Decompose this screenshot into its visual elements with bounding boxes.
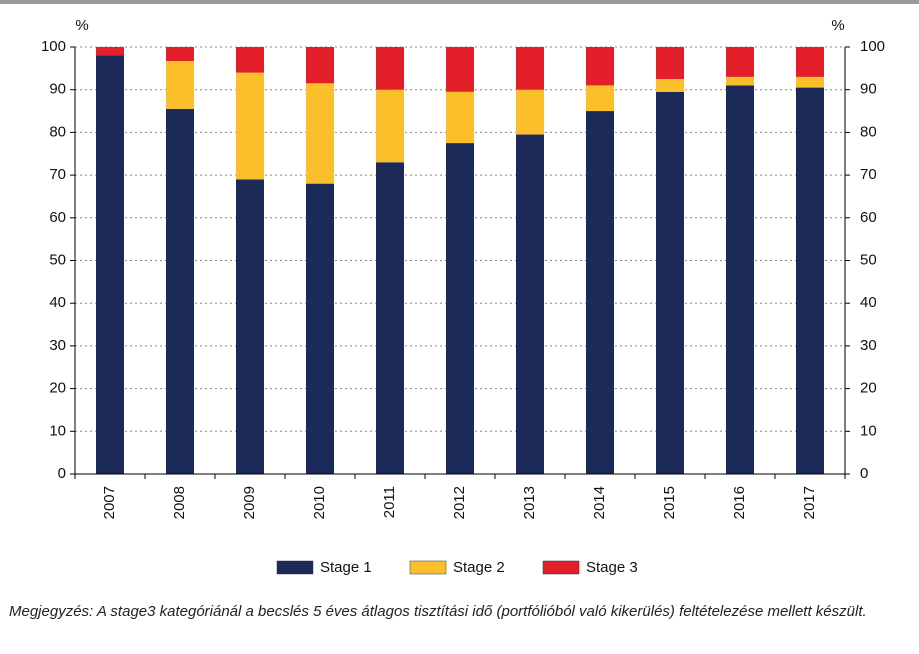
bar-segment bbox=[446, 143, 474, 474]
bar-segment bbox=[236, 72, 264, 180]
y2-tick-label: 70 bbox=[860, 166, 877, 183]
legend-label: Stage 2 bbox=[453, 559, 505, 576]
x-tick-label: 2014 bbox=[591, 486, 608, 519]
x-tick-label: 2011 bbox=[381, 486, 398, 518]
note: Megjegyzés: A stage3 kategóriánál a becs… bbox=[9, 603, 867, 620]
bar-segment bbox=[166, 61, 194, 109]
x-tick-label: 2016 bbox=[731, 486, 748, 519]
bar-segment bbox=[376, 47, 404, 90]
top-rule bbox=[0, 0, 919, 4]
chart: % % 0 10 20 30 40 50 60 70 80 90 100 0 10 20 30 40 50 60 7… bbox=[0, 0, 919, 576]
bar-segment bbox=[726, 76, 754, 86]
x-tick-label: 2013 bbox=[521, 486, 538, 519]
bar-segment bbox=[586, 85, 614, 112]
bar-segment bbox=[516, 89, 544, 135]
y-tick-label: 90 bbox=[49, 81, 66, 98]
bar-segment bbox=[236, 47, 264, 73]
legend-label: Stage 1 bbox=[320, 559, 372, 576]
y-tick-label: 70 bbox=[49, 166, 66, 183]
bar-segment bbox=[726, 85, 754, 475]
y2-tick-label: 0 bbox=[860, 465, 868, 482]
y-axis-unit: % bbox=[75, 17, 88, 34]
legend-swatch bbox=[542, 560, 580, 575]
x-tick-label: 2010 bbox=[311, 486, 328, 519]
bar-segment bbox=[516, 47, 544, 90]
bar-segment bbox=[656, 91, 684, 475]
bar-segment bbox=[166, 47, 194, 62]
bar-segment bbox=[656, 79, 684, 92]
bar-segment bbox=[236, 179, 264, 474]
y2-tick-label: 90 bbox=[860, 81, 877, 98]
y2-tick-label: 20 bbox=[860, 380, 877, 397]
y2-axis-unit: % bbox=[831, 17, 844, 34]
bar-segment bbox=[96, 55, 124, 474]
x-tick-label: 2015 bbox=[661, 486, 678, 519]
bar-segment bbox=[796, 76, 824, 88]
bar-segment bbox=[656, 47, 684, 80]
bar-segment bbox=[726, 47, 754, 77]
bar-segment bbox=[796, 87, 824, 474]
y-tick-label: 60 bbox=[49, 209, 66, 226]
bar-segment bbox=[306, 83, 334, 184]
y2-tick-label: 40 bbox=[860, 294, 877, 311]
y-tick-label: 30 bbox=[49, 337, 66, 354]
y-tick-label: 50 bbox=[49, 251, 66, 268]
bar-segment bbox=[446, 91, 474, 144]
legend-swatch bbox=[409, 560, 447, 575]
bar-segment bbox=[376, 89, 404, 163]
legend-swatch bbox=[276, 560, 314, 575]
y-tick-label: 10 bbox=[49, 422, 66, 439]
y2-tick-label: 50 bbox=[860, 251, 877, 268]
bar-segment bbox=[586, 111, 614, 475]
y2-tick-label: 60 bbox=[860, 209, 877, 226]
bar-segment bbox=[586, 47, 614, 86]
x-tick-label: 2017 bbox=[801, 486, 818, 519]
bar-segment bbox=[516, 134, 544, 474]
y-tick-label: 80 bbox=[49, 123, 66, 140]
y-tick-label: 40 bbox=[49, 294, 66, 311]
y2-tick-label: 30 bbox=[860, 337, 877, 354]
bar-segment bbox=[376, 162, 404, 475]
bar-segment bbox=[306, 47, 334, 84]
y-tick-label: 100 bbox=[41, 38, 66, 55]
y-tick-label: 0 bbox=[58, 465, 66, 482]
y-tick-label: 20 bbox=[49, 380, 66, 397]
y2-tick-label: 80 bbox=[860, 123, 877, 140]
x-tick-label: 2009 bbox=[241, 486, 258, 519]
legend-label: Stage 3 bbox=[586, 559, 638, 576]
bar-segment bbox=[796, 47, 824, 77]
y2-tick-label: 10 bbox=[860, 422, 877, 439]
bar-segment bbox=[166, 108, 194, 474]
x-tick-label: 2007 bbox=[101, 486, 118, 519]
x-tick-label: 2012 bbox=[451, 486, 468, 519]
bar-segment bbox=[306, 183, 334, 474]
bar-segment bbox=[446, 47, 474, 92]
x-tick-label: 2008 bbox=[171, 486, 188, 519]
y2-tick-label: 100 bbox=[860, 38, 885, 55]
bar-segment bbox=[96, 47, 124, 56]
